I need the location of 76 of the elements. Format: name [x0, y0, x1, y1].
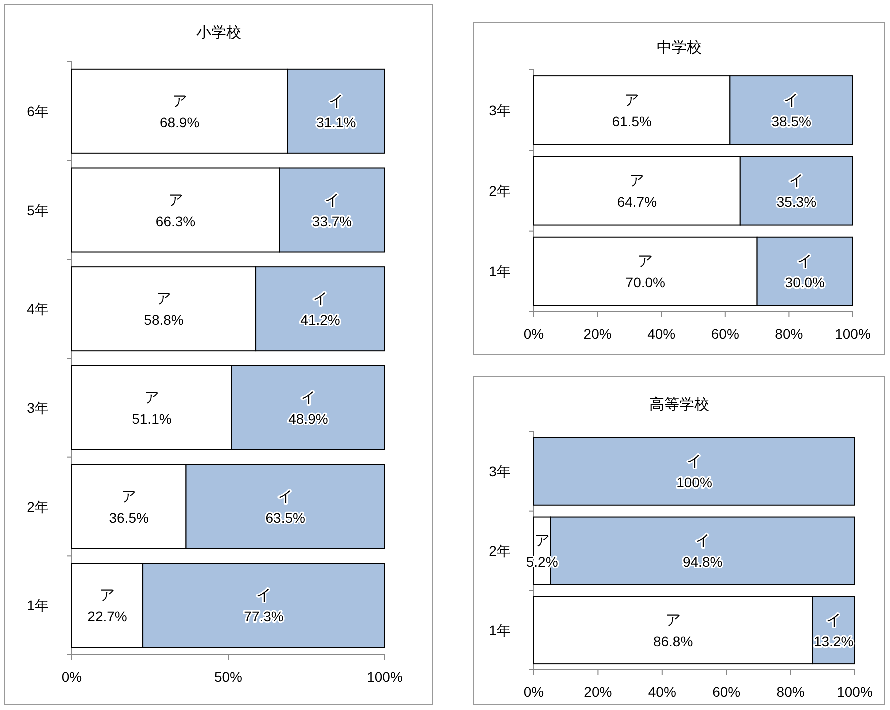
y-tick-label: 1年	[489, 264, 511, 280]
text: イ	[256, 587, 272, 604]
text: イ	[687, 453, 702, 470]
text: ア	[624, 92, 640, 109]
data-label: 36.5%	[109, 510, 149, 526]
data-label: 64.7%	[617, 194, 658, 210]
chart-title: 高等学校	[650, 396, 710, 414]
text: ア	[630, 172, 645, 190]
y-tick-label: 3年	[27, 400, 49, 416]
x-tick-label: 40%	[648, 326, 676, 342]
y-tick-label: 6年	[27, 103, 49, 120]
chart-title: 小学校	[196, 24, 242, 42]
y-tick-label: 1年	[27, 598, 49, 614]
bar	[534, 437, 856, 506]
data-label: 35.3%	[776, 194, 817, 210]
y-tick-label: 3年	[489, 102, 511, 118]
data-label: 70.0%	[626, 274, 666, 291]
y-tick-label: 1年	[489, 622, 511, 638]
text: イ	[328, 92, 344, 110]
y-tick-label: 2年	[489, 543, 511, 559]
data-label: 51.1%	[132, 410, 172, 427]
data-label: 48.9%	[288, 410, 328, 427]
x-tick-label: 0%	[62, 669, 82, 685]
x-tick-label: 20%	[584, 326, 612, 342]
series-label: ア	[144, 389, 160, 406]
data-label: 68.9%	[160, 114, 200, 130]
data-label: 31.1%	[316, 114, 356, 130]
series-label: イ	[798, 253, 813, 270]
y-tick-label: 3年	[489, 464, 511, 480]
x-tick-label: 100%	[837, 684, 873, 700]
text: イ	[789, 172, 804, 190]
x-tick-label: 60%	[712, 684, 741, 700]
data-label: 58.8%	[144, 312, 184, 328]
data-label: 13.2%	[814, 633, 854, 650]
text: イ	[784, 92, 800, 109]
text: イ	[695, 532, 710, 550]
series-label: ア	[534, 532, 550, 550]
data-label: 33.7%	[312, 213, 352, 230]
x-tick-label: 20%	[584, 684, 612, 700]
text: ア	[172, 92, 188, 110]
x-tick-label: 60%	[711, 326, 740, 342]
text: イ	[278, 488, 294, 506]
x-tick-label: 80%	[775, 326, 804, 342]
text: イ	[324, 192, 340, 209]
data-label: 63.5%	[266, 510, 306, 526]
x-tick-label: 0%	[524, 684, 544, 700]
data-label: 86.8%	[653, 633, 694, 650]
y-tick-label: 2年	[27, 498, 49, 515]
x-tick-label: 100%	[367, 669, 403, 685]
data-label: 94.8%	[682, 554, 723, 570]
series-label: イ	[300, 389, 316, 406]
data-label: 41.2%	[300, 312, 340, 328]
data-label: 22.7%	[88, 608, 128, 625]
text: ア	[168, 192, 184, 209]
data-label: 77.3%	[244, 608, 284, 625]
text: ア	[156, 290, 172, 308]
y-tick-label: 4年	[27, 301, 49, 318]
data-label: 38.5%	[772, 113, 812, 130]
text: イ	[313, 290, 328, 308]
text: ア	[122, 488, 137, 506]
data-label: 61.5%	[612, 113, 652, 130]
data-label: 30.0%	[785, 274, 825, 291]
x-tick-label: 80%	[776, 684, 805, 700]
y-tick-label: 5年	[27, 202, 49, 218]
x-tick-label: 0%	[524, 326, 544, 342]
text: ア	[666, 612, 681, 629]
x-tick-label: 50%	[214, 669, 243, 685]
x-tick-label: 100%	[835, 326, 871, 342]
data-label: 66.3%	[156, 213, 196, 230]
y-tick-label: 2年	[489, 183, 511, 199]
data-label: 100%	[676, 474, 712, 491]
x-tick-label: 40%	[648, 684, 676, 700]
series-label: ア	[638, 253, 654, 270]
text: ア	[100, 587, 116, 604]
chart-title: 中学校	[657, 40, 702, 56]
series-label: イ	[826, 612, 842, 629]
